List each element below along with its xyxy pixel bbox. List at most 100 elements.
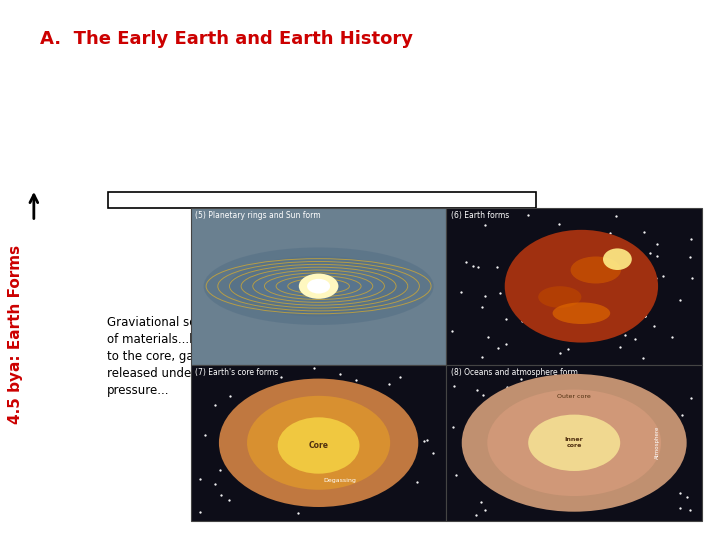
- Point: [258, 423, 270, 432]
- Point: [685, 234, 697, 243]
- Point: [334, 498, 346, 507]
- Point: [588, 383, 600, 391]
- Point: [593, 424, 604, 433]
- Point: [379, 467, 391, 476]
- Ellipse shape: [528, 415, 620, 471]
- Point: [666, 332, 678, 341]
- Point: [644, 455, 656, 463]
- Text: Outer core: Outer core: [557, 394, 591, 400]
- Ellipse shape: [553, 302, 610, 324]
- Point: [609, 467, 621, 476]
- Point: [471, 511, 482, 519]
- Point: [644, 249, 656, 258]
- Point: [394, 373, 405, 381]
- Ellipse shape: [487, 389, 661, 496]
- Bar: [108, 192, 536, 208]
- Point: [476, 353, 487, 361]
- Point: [482, 333, 494, 342]
- Point: [609, 270, 621, 279]
- Point: [536, 300, 548, 308]
- Point: [582, 491, 594, 500]
- Point: [451, 471, 462, 480]
- Point: [271, 457, 282, 466]
- Point: [684, 506, 696, 515]
- Point: [553, 220, 564, 229]
- Text: Degassing: Degassing: [324, 478, 356, 483]
- Point: [427, 448, 438, 457]
- Ellipse shape: [299, 274, 338, 299]
- Point: [585, 249, 597, 258]
- Point: [532, 296, 544, 305]
- Point: [636, 256, 648, 265]
- Point: [310, 380, 321, 388]
- Point: [383, 379, 395, 388]
- Ellipse shape: [570, 256, 621, 284]
- Point: [494, 288, 505, 297]
- Point: [553, 286, 564, 295]
- Point: [472, 386, 483, 394]
- Text: (8) Oceans and atmosphere form: (8) Oceans and atmosphere form: [451, 368, 577, 377]
- Point: [536, 325, 548, 334]
- Point: [194, 507, 206, 516]
- Point: [479, 292, 490, 301]
- Text: (5) Planetary rings and Sun form: (5) Planetary rings and Sun form: [195, 211, 320, 220]
- Ellipse shape: [505, 230, 658, 342]
- Point: [500, 340, 512, 348]
- Point: [561, 312, 572, 321]
- Point: [602, 497, 613, 505]
- Point: [638, 354, 649, 363]
- Text: Core: Core: [309, 441, 328, 450]
- Point: [215, 466, 226, 475]
- Point: [311, 458, 323, 467]
- Point: [685, 394, 697, 402]
- Point: [448, 422, 459, 431]
- Point: [676, 411, 688, 420]
- Point: [297, 401, 309, 410]
- Point: [637, 389, 649, 397]
- Point: [622, 478, 634, 487]
- Point: [446, 327, 458, 335]
- Point: [634, 273, 645, 281]
- Text: A.  The Early Earth and Earth History: A. The Early Earth and Earth History: [40, 30, 413, 48]
- Bar: [446, 364, 702, 521]
- Point: [570, 450, 582, 458]
- Point: [194, 475, 205, 483]
- Point: [411, 478, 423, 487]
- Point: [541, 289, 552, 298]
- Ellipse shape: [255, 265, 382, 308]
- Point: [335, 370, 346, 379]
- Point: [479, 221, 490, 230]
- Point: [474, 457, 486, 466]
- Point: [336, 489, 347, 498]
- Point: [292, 509, 303, 517]
- Point: [356, 487, 367, 496]
- Point: [501, 383, 513, 391]
- Point: [306, 397, 318, 406]
- Point: [477, 423, 488, 431]
- Point: [682, 492, 693, 501]
- Point: [566, 389, 577, 398]
- Bar: [446, 208, 702, 364]
- Point: [604, 228, 616, 237]
- Point: [492, 344, 504, 353]
- Point: [422, 436, 433, 444]
- Point: [522, 211, 534, 220]
- Point: [516, 375, 527, 383]
- Point: [275, 373, 287, 381]
- Point: [650, 273, 662, 282]
- Point: [657, 272, 669, 281]
- Point: [255, 414, 266, 423]
- Point: [614, 282, 626, 291]
- Point: [554, 349, 566, 357]
- Point: [318, 500, 330, 509]
- Point: [562, 344, 574, 353]
- Point: [675, 296, 686, 305]
- Text: (7) Earth's core forms: (7) Earth's core forms: [195, 368, 279, 377]
- Point: [460, 258, 472, 266]
- Point: [611, 212, 622, 221]
- Point: [569, 479, 580, 488]
- Point: [455, 288, 467, 296]
- Bar: [191, 364, 446, 521]
- Point: [556, 292, 567, 300]
- Point: [618, 318, 630, 326]
